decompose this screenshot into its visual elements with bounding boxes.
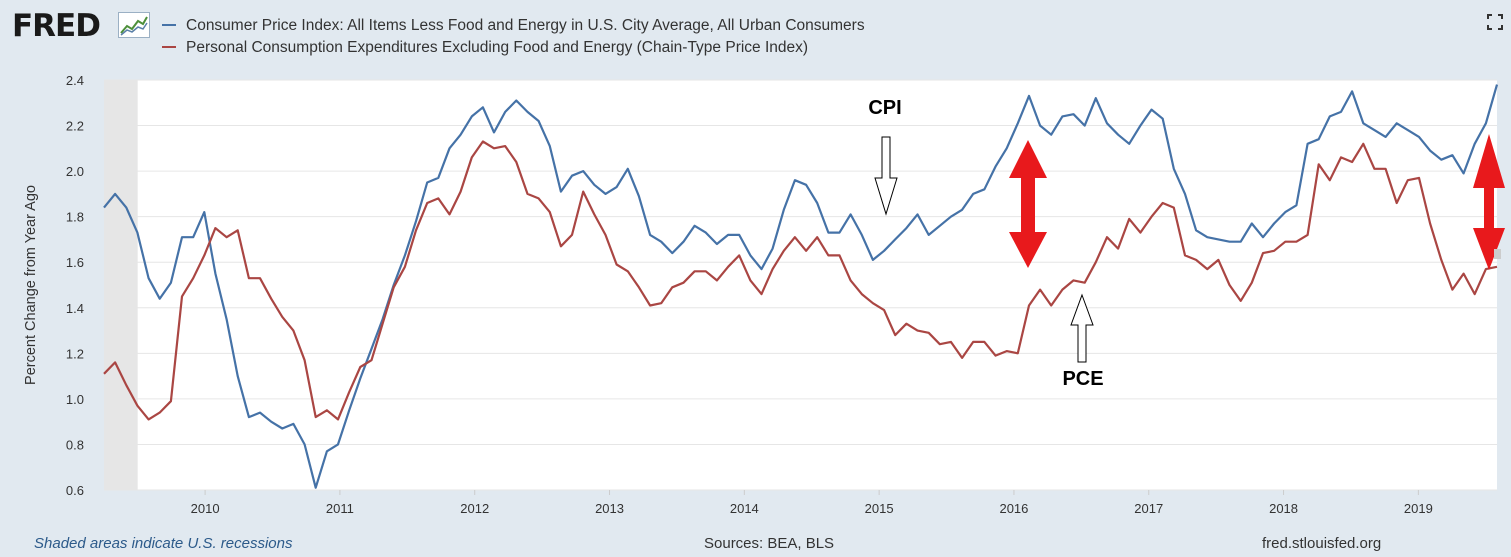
scroll-handle[interactable]	[1494, 249, 1501, 259]
down-arrow-icon	[874, 136, 898, 216]
legend-item-cpi[interactable]: Consumer Price Index: All Items Less Foo…	[162, 16, 865, 36]
cpi-annotation: CPI	[868, 97, 902, 216]
gap-arrow-2016-icon	[1009, 140, 1047, 268]
y-tick-label: 0.6	[66, 483, 84, 498]
x-tick-label: 2014	[730, 501, 759, 516]
site-link[interactable]: fred.stlouisfed.org	[1262, 535, 1382, 552]
y-tick-label: 0.8	[66, 437, 84, 452]
x-tick-label: 2017	[1134, 501, 1163, 516]
y-tick-label: 2.0	[66, 164, 84, 179]
y-tick-label: 1.6	[66, 255, 84, 270]
gap-arrow-2019-icon	[1473, 134, 1505, 270]
pce-label: PCE	[1062, 368, 1103, 390]
recession-note: Shaded areas indicate U.S. recessions	[34, 535, 293, 552]
legend-label-cpi: Consumer Price Index: All Items Less Foo…	[186, 17, 865, 34]
series-line-cpi	[103, 84, 1499, 489]
x-tick-label: 2015	[865, 501, 894, 516]
recession-shading	[104, 80, 138, 490]
x-tick-label: 2018	[1269, 501, 1298, 516]
plot-area	[104, 80, 1497, 490]
y-tick-label: 1.0	[66, 392, 84, 407]
sources: Sources: BEA, BLS	[704, 535, 835, 552]
y-tick-label: 1.8	[66, 210, 84, 225]
fred-logo[interactable]: FRED	[12, 8, 101, 44]
cpi-label: CPI	[868, 97, 901, 119]
chart-logo-icon	[118, 12, 150, 38]
legend-swatch-pce	[162, 45, 176, 48]
x-tick-label: 2012	[460, 501, 489, 516]
legend-item-pce[interactable]: Personal Consumption Expenditures Exclud…	[162, 38, 808, 58]
y-tick-label: 2.2	[66, 119, 84, 134]
y-tick-label: 1.2	[66, 346, 84, 361]
expand-icon[interactable]	[1487, 14, 1503, 30]
series-line-pce	[103, 140, 1498, 421]
x-tick-label: 2016	[999, 501, 1028, 516]
x-tick-label: 2019	[1404, 501, 1433, 516]
legend-label-pce: Personal Consumption Expenditures Exclud…	[186, 39, 809, 56]
pce-annotation: PCE	[1062, 293, 1104, 390]
y-tick-label: 1.4	[66, 301, 84, 316]
x-tick-label: 2011	[326, 501, 354, 516]
x-tick-label: 2010	[191, 501, 220, 516]
y-axis-label: Percent Change from Year Ago	[23, 185, 39, 385]
x-tick-label: 2013	[595, 501, 624, 516]
y-tick-label: 2.4	[66, 73, 84, 88]
legend-swatch-cpi	[162, 23, 176, 26]
up-arrow-icon	[1070, 293, 1094, 363]
